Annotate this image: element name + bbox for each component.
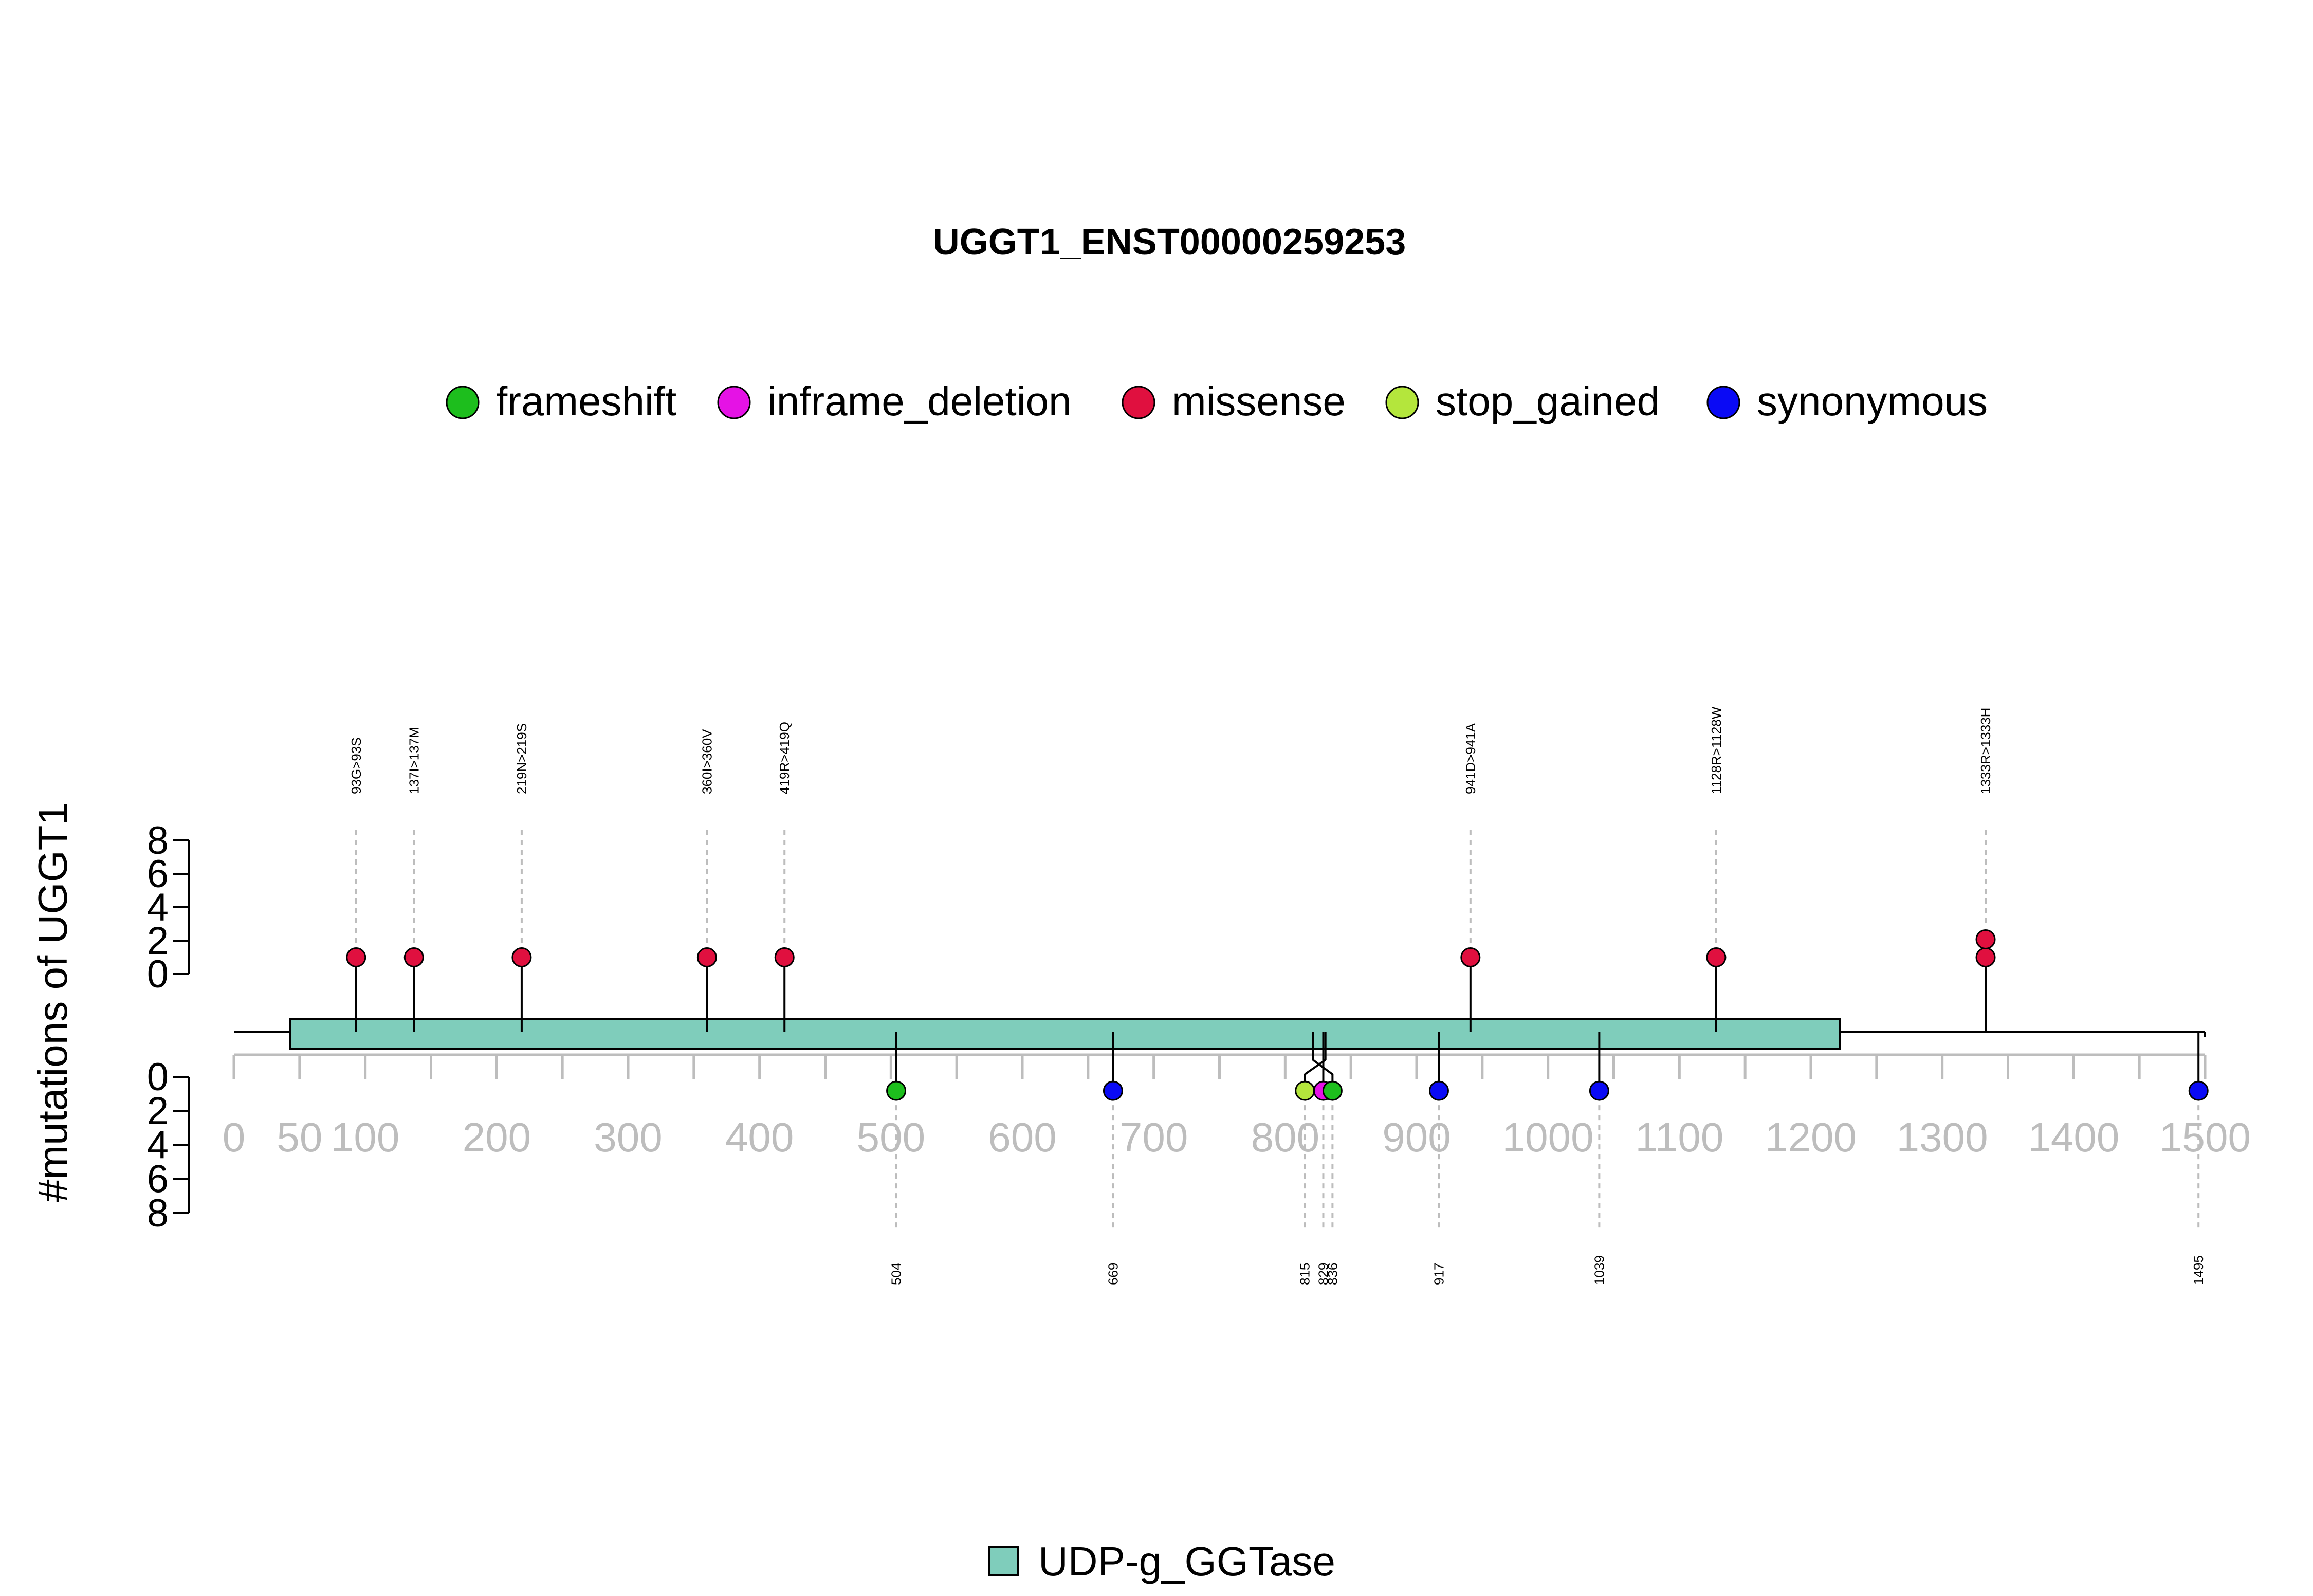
legend-label-synonymous: synonymous: [1757, 378, 1988, 424]
mutation-label: 1495: [2191, 1255, 2206, 1285]
mutation-label: 1128R>1128W: [1709, 706, 1724, 794]
legend-label-inframe_deletion: inframe_deletion: [767, 378, 1071, 424]
upper-lollipops: 93G>93S 137I>137M 219N>219S 360I>360V 419R>4…: [346, 706, 1996, 1032]
mutation-stem: [1312, 1059, 1333, 1075]
mutation-marker-synonymous: [1103, 1080, 1123, 1101]
x-tick-label: 1400: [2028, 1114, 2119, 1160]
upper-y-tick-label: 0: [147, 952, 169, 996]
mutation-label: 829: [1315, 1263, 1331, 1285]
mutation-marker-frameshift: [1322, 1080, 1343, 1101]
mutation-label: 219N>219S: [514, 723, 529, 794]
legend-marker-inframe_deletion: [717, 386, 751, 419]
upper-y-tick-label: 2: [147, 919, 169, 963]
protein-backbone: [234, 1018, 2206, 1050]
upper-y-tick-label: 6: [147, 852, 169, 896]
x-tick-label: 900: [1382, 1114, 1451, 1160]
lower-y-tick-label: 0: [147, 1055, 169, 1099]
x-tick-label: 1300: [1897, 1114, 1988, 1160]
x-tick-label: 0: [223, 1114, 246, 1160]
mutation-marker-missense: [511, 947, 532, 967]
mutation-label: 1333R>1333H: [1978, 708, 1993, 794]
mutation-label: 419R>419Q: [777, 722, 792, 794]
legend-label-frameshift: frameshift: [496, 378, 676, 424]
domain-legend-swatch: [988, 1546, 1019, 1576]
x-tick-label: 1500: [2159, 1114, 2251, 1160]
upper-y-tick-label: 4: [147, 886, 169, 929]
x-tick-label: 1000: [1502, 1114, 1594, 1160]
x-tick-label: 600: [988, 1114, 1056, 1160]
mutation-marker-synonymous: [1589, 1080, 1609, 1101]
mutation-label: 504: [889, 1263, 904, 1285]
mutation-label: 669: [1105, 1263, 1121, 1285]
x-tick-label: 200: [463, 1114, 531, 1160]
mutation-label: 360I>360V: [699, 729, 714, 794]
upper-y-tick-label: 8: [147, 819, 169, 863]
x-tick-label: 800: [1251, 1114, 1319, 1160]
mutation-marker-missense: [1975, 947, 1996, 967]
mutation-marker-missense: [403, 947, 424, 967]
mutation-marker-stop_gained: [1295, 1080, 1315, 1101]
x-tick-label: 400: [725, 1114, 794, 1160]
legend-label-stop_gained: stop_gained: [1436, 378, 1660, 424]
lower-y-tick-label: 8: [147, 1191, 169, 1235]
lower-y-tick-label: 6: [147, 1158, 169, 1201]
legend-marker-missense: [1122, 386, 1155, 419]
domain-UDP-g_GGTase: [289, 1018, 1841, 1050]
x-tick-label: 500: [857, 1114, 925, 1160]
x-tick-label: 100: [331, 1114, 399, 1160]
legend: frameshift inframe_deletion missense stop_g…: [446, 378, 1988, 424]
lower-y-tick-label: 2: [147, 1089, 169, 1133]
mutation-marker-synonymous: [2188, 1080, 2209, 1101]
mutation-label: 1039: [1591, 1255, 1607, 1285]
mutation-marker-missense: [774, 947, 795, 967]
x-tick-label: 300: [594, 1114, 662, 1160]
x-tick-label: 1200: [1765, 1114, 1857, 1160]
mutation-marker-missense: [1706, 947, 1727, 967]
mutation-marker-frameshift: [886, 1080, 907, 1101]
mutation-label: 815: [1297, 1263, 1313, 1285]
mutation-label: 917: [1431, 1263, 1446, 1285]
chart-title: UGGT1_ENST00000259253: [933, 222, 1406, 263]
x-axis: 0 50 100 200 300 400 500 600 700 800 900 1000 1100 12…: [223, 1053, 2251, 1160]
mutation-label: 836: [1325, 1263, 1340, 1285]
mutation-marker-missense: [1975, 929, 1996, 949]
legend-marker-synonymous: [1706, 386, 1740, 419]
mutation-marker-missense: [696, 947, 717, 967]
legend-marker-frameshift: [446, 386, 480, 419]
mutation-marker-missense: [346, 947, 366, 967]
mutation-marker-synonymous: [1428, 1080, 1449, 1101]
mutation-stem: [1304, 1059, 1326, 1075]
domain-legend: UDP-g_GGTase: [988, 1538, 1335, 1584]
legend-label-missense: missense: [1172, 378, 1346, 424]
mutation-marker-missense: [1460, 947, 1481, 967]
mutation-label: 941D>941A: [1463, 723, 1478, 794]
mutation-label: 137I>137M: [406, 727, 421, 794]
legend-marker-stop_gained: [1385, 386, 1419, 419]
x-tick-label: 700: [1119, 1114, 1188, 1160]
mutation-label: 93G>93S: [348, 737, 364, 794]
x-tick-label: 1100: [1635, 1114, 1723, 1160]
x-tick-label: 50: [277, 1114, 322, 1160]
lower-y-tick-label: 4: [147, 1123, 169, 1167]
domain-legend-label: UDP-g_GGTase: [1038, 1538, 1335, 1584]
y-axis-label: #mutations of UGGT1: [30, 802, 76, 1202]
